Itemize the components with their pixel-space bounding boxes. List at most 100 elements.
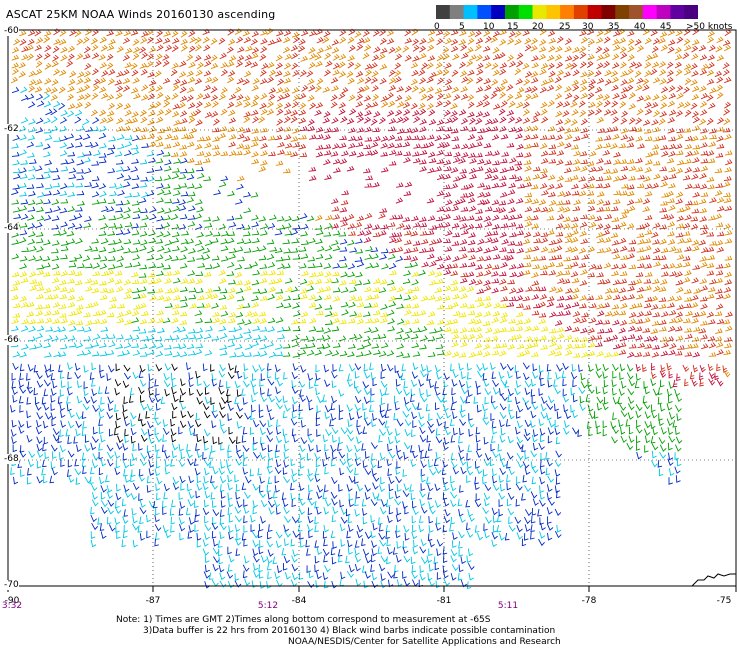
- wind-barb: [235, 60, 244, 68]
- wind-barb: [140, 418, 147, 427]
- wind-barb: [276, 379, 283, 387]
- wind-barb: [434, 381, 439, 389]
- wind-barb: [364, 418, 371, 426]
- wind-barb: [147, 451, 154, 460]
- wind-barb: [259, 78, 268, 85]
- wind-barb: [412, 55, 420, 62]
- wind-barb: [677, 101, 685, 109]
- wind-barb: [36, 443, 43, 452]
- wind-barb: [716, 84, 724, 92]
- wind-barb: [700, 303, 708, 310]
- wind-barb: [324, 277, 333, 284]
- wind-barb: [124, 262, 133, 268]
- wind-barb: [596, 303, 604, 310]
- wind-barb: [403, 380, 408, 389]
- wind-barb: [625, 419, 631, 427]
- wind-barb: [115, 500, 120, 509]
- wind-barb: [459, 410, 466, 419]
- wind-barb: [531, 434, 538, 443]
- wind-barb: [491, 287, 499, 294]
- wind-barb: [155, 37, 163, 44]
- wind-barb: [675, 232, 684, 238]
- wind-barb: [76, 190, 85, 196]
- wind-barb: [187, 191, 196, 197]
- wind-barb: [499, 483, 505, 492]
- wind-barb: [74, 253, 83, 260]
- wind-barb: [611, 217, 620, 222]
- wind-barb: [524, 484, 531, 492]
- wind-barb: [283, 460, 289, 468]
- wind-barb: [173, 158, 181, 164]
- wind-barb: [587, 205, 596, 212]
- wind-barb: [204, 490, 211, 499]
- wind-barb: [387, 571, 395, 579]
- wind-barb: [660, 44, 668, 52]
- wind-barb: [347, 271, 356, 278]
- wind-barb: [586, 183, 595, 189]
- wind-barb: [122, 85, 131, 92]
- wind-barb: [244, 60, 253, 68]
- wind-barb: [493, 302, 501, 309]
- wind-barb: [644, 101, 652, 109]
- wind-barb: [402, 278, 411, 284]
- wind-barb: [90, 396, 97, 404]
- wind-barb: [10, 285, 19, 292]
- wind-barb: [484, 221, 493, 228]
- wind-barb: [445, 199, 453, 206]
- wind-barb: [290, 492, 296, 501]
- wind-barb: [716, 246, 725, 253]
- wind-barb: [171, 317, 179, 324]
- wind-barb: [507, 198, 515, 205]
- wind-barb: [53, 205, 61, 212]
- wind-barb: [428, 279, 437, 286]
- wind-barb: [297, 524, 303, 532]
- wind-barb: [124, 222, 133, 228]
- wind-barb: [692, 264, 701, 270]
- wind-barb: [196, 151, 205, 156]
- wind-barb: [620, 70, 628, 78]
- wind-barb: [349, 311, 358, 317]
- wind-barb: [180, 110, 188, 117]
- wind-barb: [76, 168, 84, 174]
- wind-barb: [363, 116, 372, 124]
- wind-barb: [380, 312, 388, 317]
- wind-barb: [315, 60, 323, 68]
- wind-barb: [402, 319, 411, 326]
- wind-barb: [402, 540, 408, 549]
- wind-barb: [723, 286, 732, 293]
- wind-barb: [299, 540, 305, 548]
- wind-barb: [509, 174, 517, 180]
- wind-barb: [90, 514, 98, 523]
- wind-barb: [211, 144, 220, 150]
- wind-barb: [570, 261, 579, 268]
- wind-barb: [651, 119, 659, 126]
- wind-barb: [524, 380, 532, 388]
- wind-barb: [347, 351, 355, 358]
- wind-barb: [139, 365, 146, 373]
- wind-barb: [530, 389, 536, 397]
- wind-barb: [12, 159, 20, 166]
- wind-barb: [51, 335, 59, 342]
- wind-barb: [540, 168, 548, 174]
- wind-barb: [346, 444, 353, 453]
- wind-barb: [132, 191, 141, 198]
- wind-barb: [202, 539, 209, 547]
- wind-barb: [323, 231, 332, 237]
- wind-barb: [412, 110, 420, 117]
- wind-barb: [379, 63, 388, 70]
- wind-barb: [435, 428, 441, 436]
- wind-barb: [394, 395, 399, 404]
- wind-barb: [275, 62, 283, 70]
- wind-barb: [347, 239, 355, 246]
- wind-barb: [659, 69, 667, 76]
- wind-barb: [364, 126, 372, 133]
- wind-barb: [411, 515, 417, 524]
- wind-barb: [44, 370, 52, 379]
- wind-barb: [309, 53, 317, 60]
- wind-barb: [555, 372, 561, 380]
- wind-barb: [235, 484, 241, 492]
- wind-barb: [411, 450, 419, 459]
- wind-barb: [595, 166, 604, 172]
- wind-barb: [396, 286, 405, 293]
- wind-barb: [172, 245, 180, 252]
